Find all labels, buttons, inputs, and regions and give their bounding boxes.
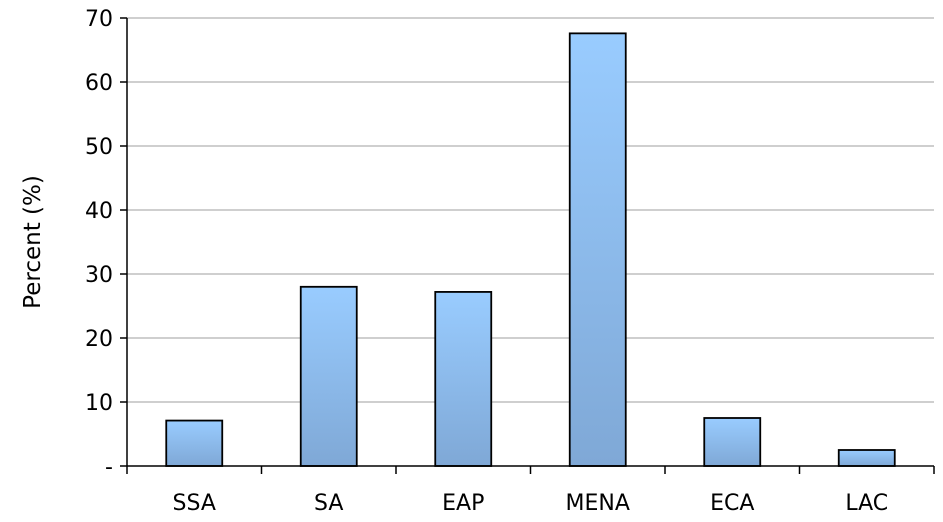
x-tick-label: MENA <box>566 491 630 516</box>
y-tick-label: - <box>105 455 113 480</box>
bar-mena <box>568 32 627 467</box>
gridlines <box>127 17 934 403</box>
y-axis-title: Percent (%) <box>20 175 46 309</box>
x-tick-label: LAC <box>845 491 888 516</box>
x-tick-label: ECA <box>710 491 754 516</box>
y-tick-label: 60 <box>85 71 113 96</box>
tick-labels: - 10 20 30 40 50 60 70 SSA SA EAP MENA ECA LAC <box>85 7 888 516</box>
bar-eca <box>703 417 762 467</box>
y-tick-label: 70 <box>85 7 113 32</box>
y-tick-label: 30 <box>85 263 113 288</box>
y-tick-label: 10 <box>85 391 113 416</box>
bar-lac <box>837 449 896 467</box>
y-tick-label: 20 <box>85 327 113 352</box>
x-tick-label: EAP <box>442 491 484 516</box>
x-tick-label: SA <box>314 491 343 516</box>
axes <box>120 17 935 474</box>
x-tick-label: SSA <box>173 491 216 516</box>
bar-eap <box>434 291 493 467</box>
bar-sa <box>299 285 358 467</box>
y-tick-label: 40 <box>85 199 113 224</box>
bars <box>165 32 896 467</box>
bar-ssa <box>165 419 224 467</box>
y-tick-label: 50 <box>85 135 113 160</box>
